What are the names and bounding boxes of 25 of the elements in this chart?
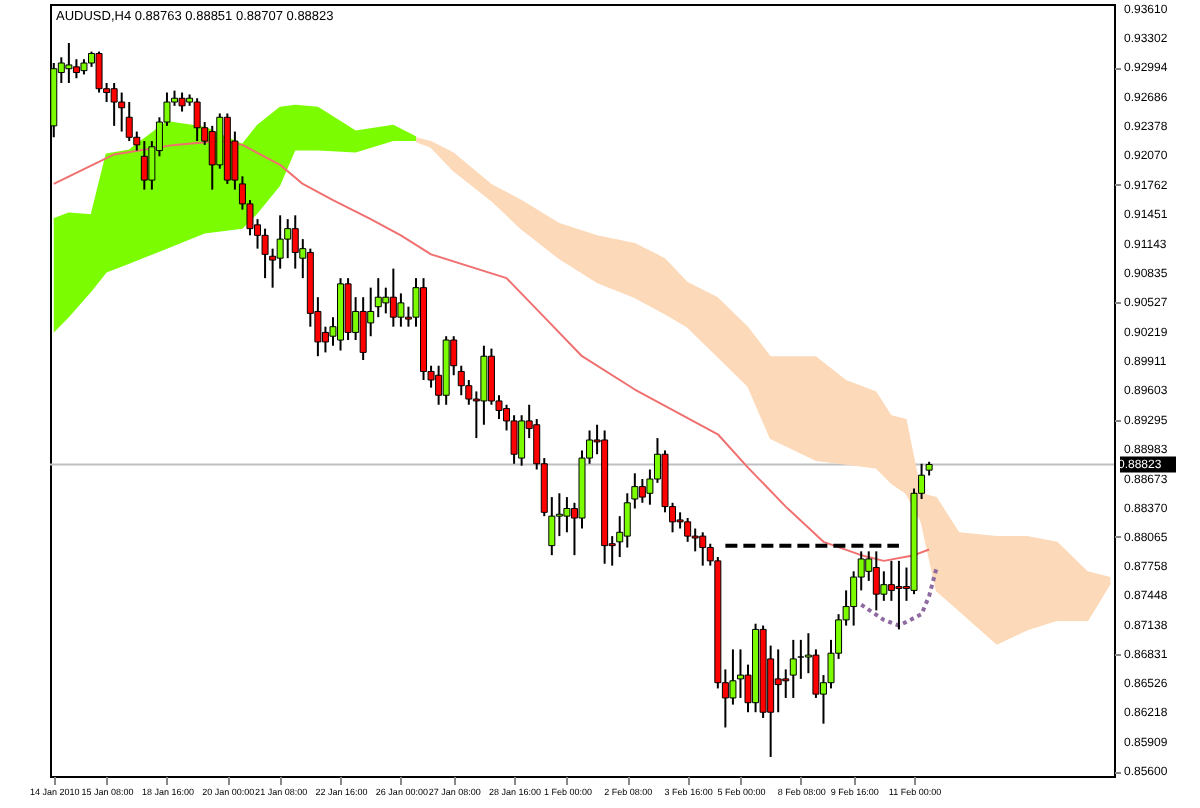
candlestick [699,531,707,567]
candlestick [95,50,103,94]
candlestick [789,638,797,699]
candlestick [382,286,390,315]
candlestick [359,296,367,362]
candlestick [797,638,805,680]
candlestick [774,648,782,714]
candlestick [140,140,148,191]
candlestick [118,91,126,133]
candlestick [193,97,201,143]
candlestick [397,292,405,328]
candlestick [65,42,73,85]
candlestick [261,227,269,280]
candlestick [736,648,744,699]
candlestick [684,517,692,543]
line-series [52,140,931,562]
candlestick [208,124,216,191]
candlestick [563,496,571,534]
line-series [859,565,939,628]
candlestick [895,559,903,631]
candlestick [291,214,299,270]
candlestick [110,82,118,127]
candlestick [125,101,133,143]
candlestick [389,267,397,328]
candlestick [178,91,186,113]
